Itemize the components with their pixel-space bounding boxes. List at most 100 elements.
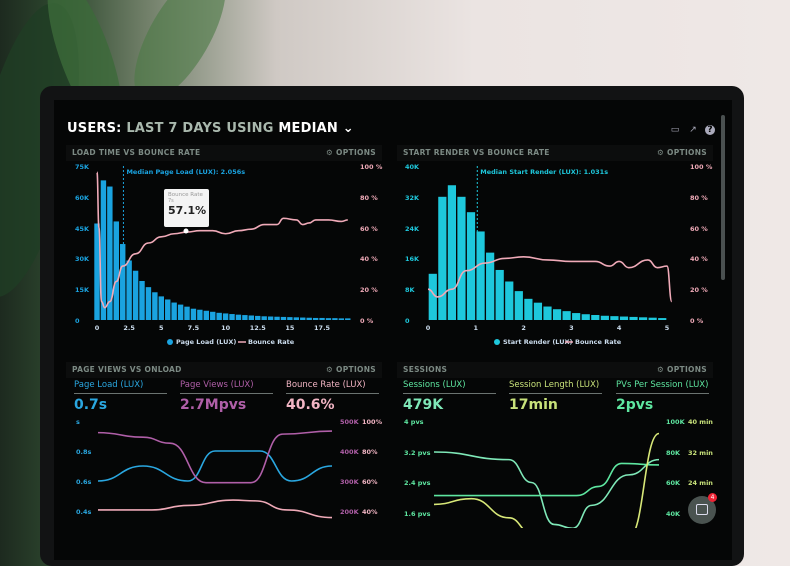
help-icon[interactable]: ? (705, 125, 715, 135)
pvs-per-session-line (433, 451, 660, 528)
legend-swatch (167, 339, 173, 345)
histogram-bar (619, 316, 629, 320)
histogram-bar (210, 311, 216, 320)
title-using: USING (226, 121, 274, 136)
bounce-rate-line (98, 499, 333, 519)
y2-axis-label: 80 % (360, 193, 378, 202)
histogram-bar (457, 196, 466, 320)
title-stat: MEDIAN (278, 121, 338, 136)
histogram-bar (120, 244, 126, 320)
histogram-bar (648, 317, 657, 320)
y2-axis-label: 0 % (360, 317, 374, 325)
title-prefix: USERS: (67, 121, 122, 136)
histogram-bar (581, 314, 590, 320)
session-length-line (433, 432, 660, 528)
options-button[interactable]: ⚙ OPTIONS (326, 148, 376, 157)
panel-title-load-time: LOAD TIME VS BOUNCE RATE ⚙ OPTIONS (66, 145, 382, 161)
options-button[interactable]: ⚙ OPTIONS (657, 148, 707, 157)
kpi-value: 2.7Mpvs (180, 397, 247, 413)
y-axis-label: 0 (75, 317, 80, 325)
y2-axis-label: 40 % (360, 255, 378, 264)
y-axis-label: 8K (405, 286, 415, 295)
histogram-bar (629, 316, 638, 320)
histogram-bar (197, 309, 203, 320)
x-axis-label: 3 (569, 324, 574, 332)
median-label: Median Start Render (LUX): 1.031s (480, 168, 609, 176)
histogram-bar (229, 314, 235, 320)
histogram-bar (543, 306, 552, 320)
chat-button[interactable]: 4 (688, 493, 717, 524)
histogram-bar (306, 317, 312, 320)
options-button[interactable]: ⚙ OPTIONS (326, 365, 376, 374)
y3-axis-label: 24 min (688, 479, 713, 487)
histogram-bar (476, 231, 485, 320)
chevron-down-icon[interactable]: ⌄ (342, 121, 354, 136)
median-label: Median Page Load (LUX): 2.056s (126, 168, 246, 176)
x-axis-label: 2.5 (123, 324, 135, 332)
tooltip-sub: 7s (168, 198, 174, 204)
histogram-bar (152, 292, 158, 320)
histogram-bar (165, 299, 171, 320)
y2-axis-label: 60 % (360, 224, 378, 233)
histogram-bar (600, 315, 609, 320)
histogram-bar (267, 316, 274, 320)
y-axis-label: 0.8s (76, 448, 92, 456)
x-axis-label: 5 (664, 324, 670, 332)
tooltip-marker (183, 228, 189, 234)
histogram-bar (255, 315, 261, 320)
y2-axis-label: 100K (666, 418, 685, 426)
x-axis-label: 15 (285, 324, 295, 332)
histogram-bar (139, 280, 145, 320)
histogram-bar (248, 315, 255, 320)
histogram-bar (332, 318, 338, 320)
page-load-line (97, 450, 333, 482)
y2-axis-label: 200K (340, 508, 359, 516)
y3-axis-label: 60% (362, 478, 378, 486)
y-axis-label: s (76, 418, 80, 426)
histogram-bar (325, 318, 332, 320)
histogram-bar (222, 313, 229, 320)
histogram-bar (428, 273, 437, 320)
x-axis-label: 1 (473, 324, 479, 332)
y3-axis-label: 100% (362, 418, 383, 426)
scrollbar[interactable] (721, 115, 725, 280)
y-axis-label: 0.4s (76, 508, 92, 516)
kpi-label: Page Load (LUX) (74, 380, 167, 394)
charts-layer (94, 166, 673, 528)
histogram-bar (495, 269, 504, 320)
histogram-bar (261, 316, 267, 320)
y2-axis-label: 40K (666, 509, 681, 518)
y-axis-label: 24K (405, 224, 420, 233)
monitor-icon[interactable]: ▭ (670, 125, 680, 135)
options-button[interactable]: ⚙ OPTIONS (657, 365, 707, 374)
y2-axis-label: 60K (666, 479, 681, 487)
y-axis-label: 1.6 pvs (404, 509, 431, 518)
kpi-label: Bounce Rate (LUX) (286, 380, 379, 394)
page-title[interactable]: USERS: LAST 7 DAYS USING MEDIAN ⌄ (67, 121, 354, 136)
x-axis-label: 5 (159, 324, 164, 332)
x-axis-label: 0 (425, 324, 431, 332)
histogram-bar (514, 291, 523, 320)
kpi-label: Page Views (LUX) (180, 380, 273, 394)
y-axis-label: 0.6s (76, 478, 92, 486)
tooltip-value: 57.1% (168, 204, 207, 217)
histogram-bar (190, 308, 197, 320)
x-axis-label: 4 (616, 324, 622, 332)
histogram-bar (280, 316, 287, 320)
legend-swatch (494, 339, 500, 345)
y2-axis-label: 80K (666, 448, 681, 457)
x-axis-label: 17.5 (314, 324, 331, 332)
y-axis-label: 32K (405, 193, 420, 202)
x-axis-label: 7.5 (187, 324, 200, 332)
histogram-bar (562, 311, 571, 320)
x-axis-label: 2 (521, 324, 526, 332)
kpi-value: 479K (403, 397, 444, 413)
y-axis-label: 3.2 pvs (404, 448, 431, 457)
bounce-rate-line (96, 171, 348, 309)
share-icon[interactable]: ↗ (689, 125, 697, 135)
legend-label: Page Load (LUX) (176, 338, 237, 346)
histogram-bar (293, 317, 300, 320)
kpi-value: 17min (509, 397, 558, 413)
y2-axis-label: 100 % (690, 163, 713, 171)
histogram-bar (486, 252, 495, 320)
